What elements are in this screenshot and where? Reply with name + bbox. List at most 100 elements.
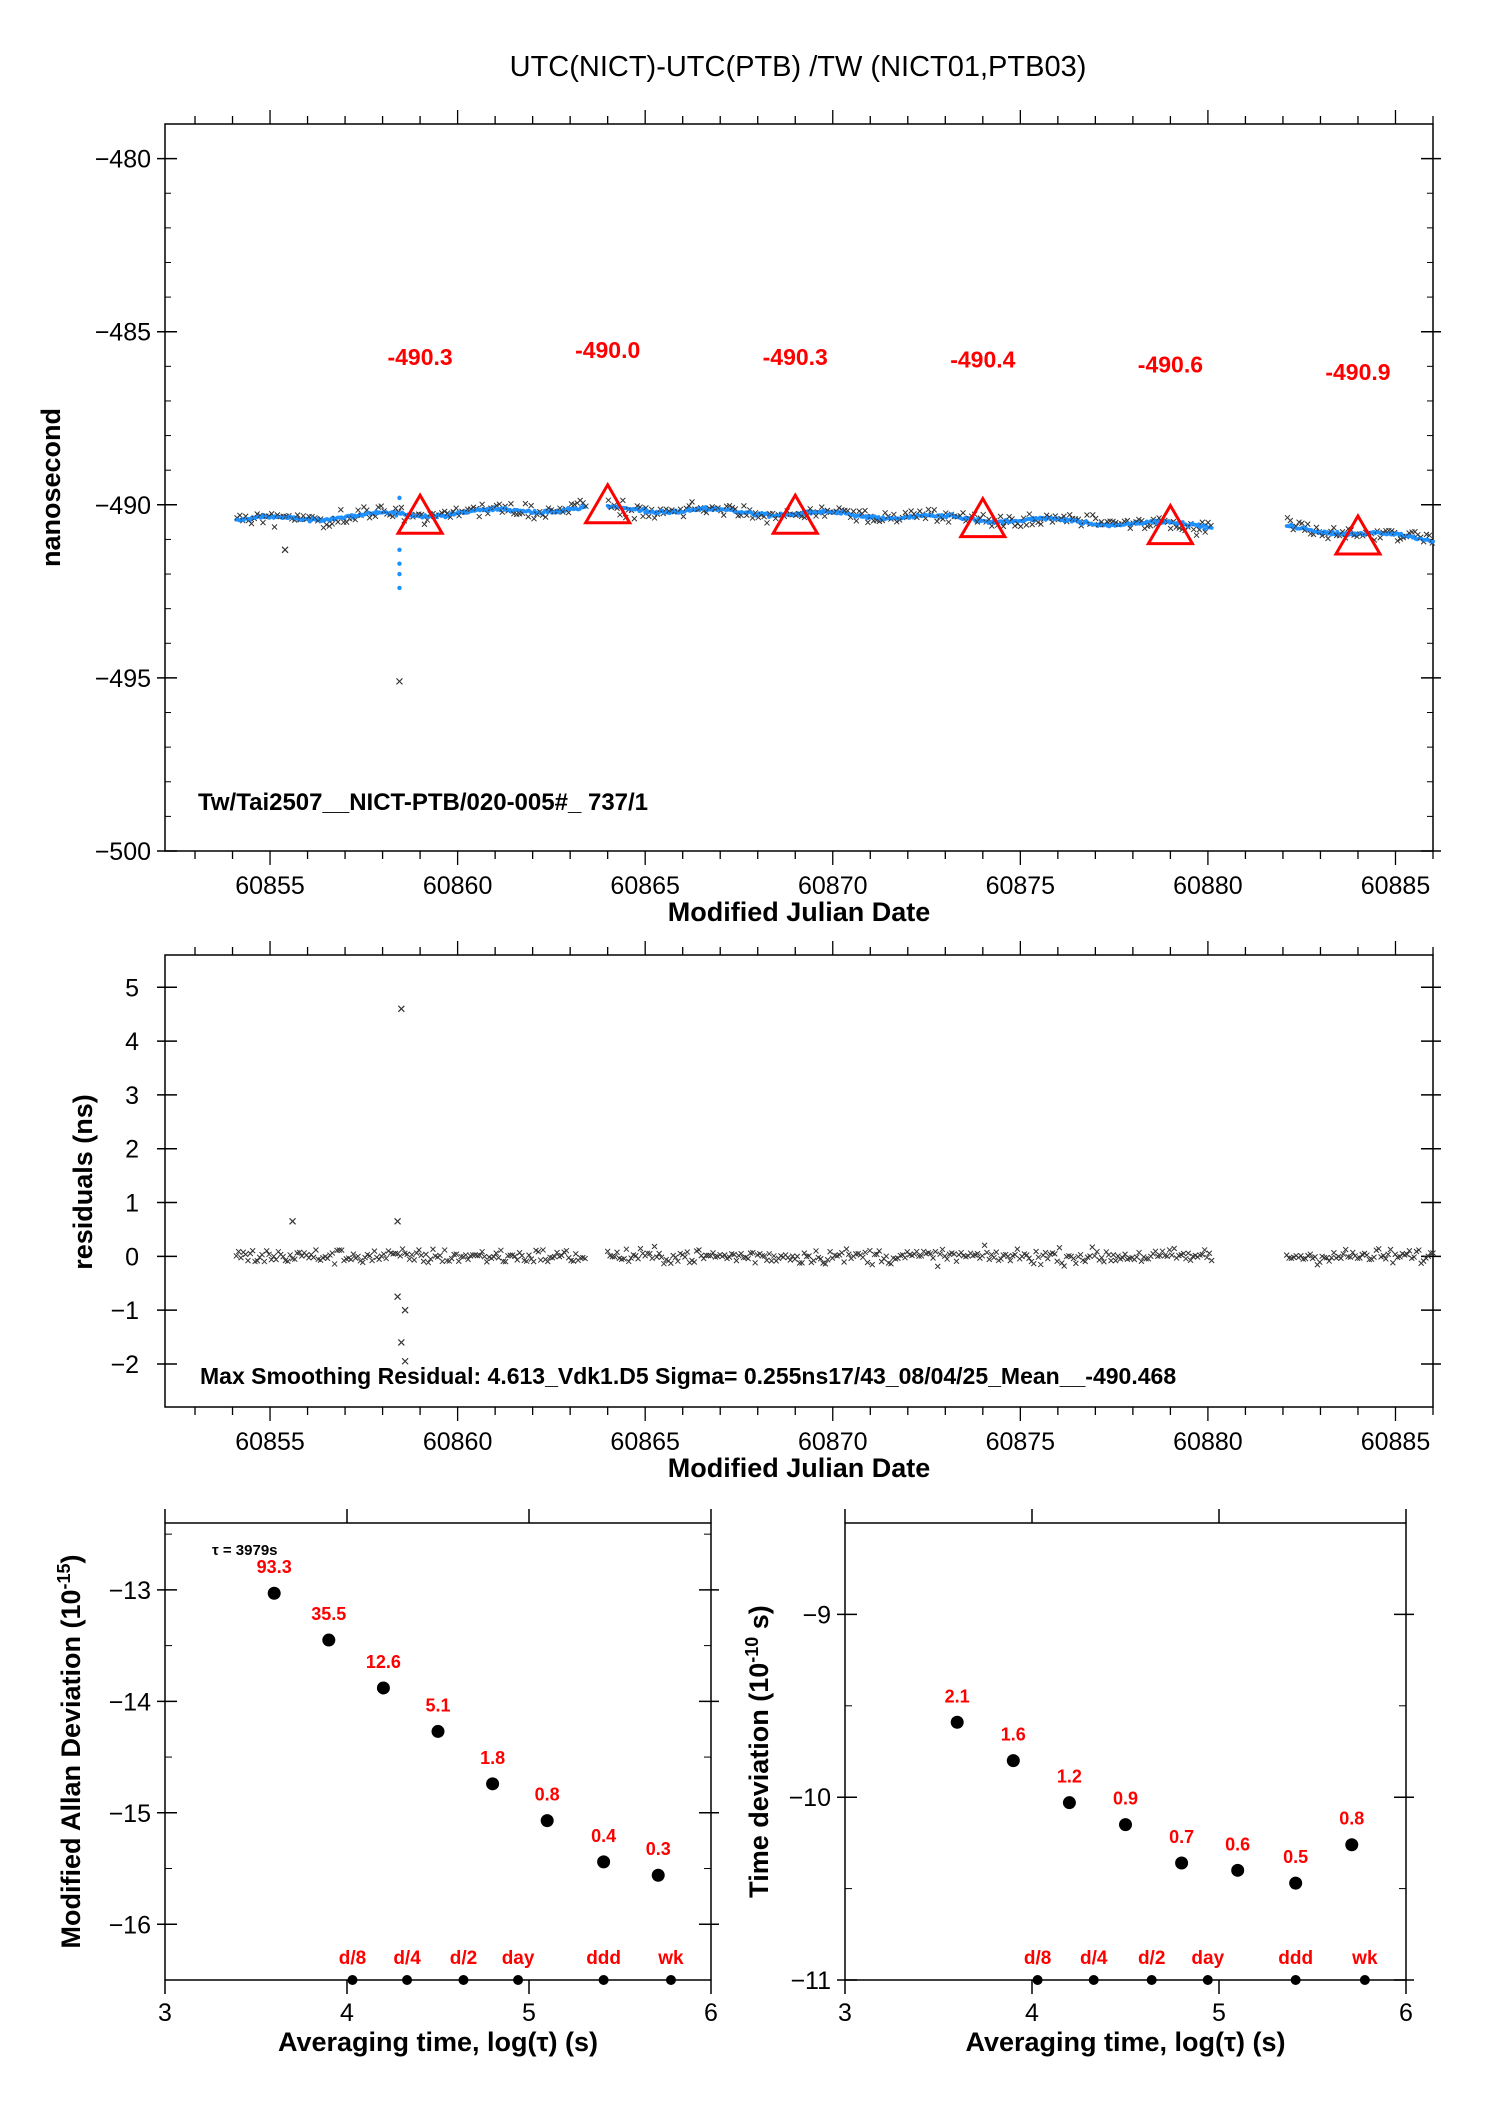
resid-point bbox=[268, 1256, 275, 1263]
main-raw-point bbox=[1167, 525, 1174, 532]
resid-point bbox=[430, 1246, 436, 1253]
resid-point bbox=[1371, 1254, 1377, 1261]
resid-point bbox=[794, 1253, 801, 1260]
resid-point bbox=[768, 1258, 775, 1264]
main-raw-point bbox=[1304, 521, 1311, 527]
main-mean-label: -490.3 bbox=[763, 344, 828, 370]
resid-point bbox=[1331, 1249, 1337, 1256]
main-raw-point bbox=[1089, 512, 1096, 518]
resid-point bbox=[397, 1252, 404, 1259]
main-raw-point bbox=[1035, 519, 1041, 526]
resid-point bbox=[726, 1254, 733, 1260]
resid-point bbox=[1406, 1247, 1413, 1254]
resid-point bbox=[495, 1254, 502, 1261]
resid-point bbox=[1133, 1254, 1140, 1260]
main-raw-point bbox=[865, 519, 871, 526]
residuals-plot: 5 4 3 2 1 0 −1 −2 60855 60860 60865 60870 60875 60880… bbox=[68, 941, 1441, 1483]
resid-point bbox=[249, 1247, 256, 1254]
main-smoothed-point bbox=[486, 509, 491, 514]
resid-point bbox=[1110, 1252, 1117, 1258]
resid-point bbox=[1030, 1260, 1037, 1267]
resid-point bbox=[423, 1251, 429, 1258]
resid-point bbox=[1204, 1254, 1210, 1261]
main-raw-point bbox=[1136, 516, 1142, 523]
resid-point bbox=[684, 1249, 691, 1255]
resid-point bbox=[1430, 1250, 1436, 1256]
resid-point bbox=[369, 1257, 375, 1264]
resid-point bbox=[371, 1248, 378, 1255]
main-mean-label: -490.6 bbox=[1138, 352, 1203, 378]
tdev-marker-label: ddd bbox=[1278, 1948, 1313, 1969]
resid-point bbox=[1415, 1247, 1422, 1253]
resid-point bbox=[439, 1258, 446, 1265]
resid-point bbox=[537, 1257, 544, 1263]
mdev-marker bbox=[513, 1975, 524, 1985]
mdev-point bbox=[376, 1681, 390, 1695]
resid-point bbox=[1427, 1249, 1434, 1256]
resid-point bbox=[1201, 1247, 1208, 1253]
mdev-point bbox=[597, 1855, 611, 1869]
resid-point bbox=[874, 1251, 880, 1258]
resid-point bbox=[1420, 1258, 1427, 1265]
main-raw-point bbox=[508, 500, 514, 507]
resid-ytick-label: 5 bbox=[125, 974, 139, 1002]
resid-outlier bbox=[289, 1217, 296, 1225]
resid-point bbox=[731, 1251, 737, 1258]
main-raw-point bbox=[1190, 526, 1197, 533]
resid-point bbox=[916, 1253, 922, 1259]
main-raw-point bbox=[689, 499, 695, 505]
main-raw-point bbox=[1026, 511, 1033, 517]
main-smoothed-outlier bbox=[397, 495, 402, 501]
tdev-marker-label: wk bbox=[1351, 1948, 1378, 1969]
main-raw-point bbox=[389, 513, 396, 520]
resid-point bbox=[455, 1258, 462, 1265]
resid-point bbox=[254, 1257, 261, 1264]
main-raw-outlier bbox=[281, 546, 289, 554]
resid-point bbox=[1056, 1244, 1063, 1251]
tdev-point bbox=[1289, 1876, 1303, 1890]
resid-point bbox=[759, 1253, 766, 1259]
resid-point bbox=[761, 1253, 768, 1259]
resid-point bbox=[483, 1259, 490, 1265]
mdev-point bbox=[431, 1724, 445, 1738]
main-raw-point bbox=[294, 512, 301, 518]
resid-point bbox=[827, 1248, 833, 1255]
resid-point bbox=[235, 1248, 242, 1255]
main-raw-point bbox=[902, 509, 909, 516]
main-xtick-label: 60865 bbox=[610, 872, 680, 900]
resid-xtick-label: 60860 bbox=[423, 1428, 493, 1456]
main-smoothed-point bbox=[1153, 518, 1158, 523]
resid-point bbox=[1005, 1253, 1011, 1260]
main-raw-point bbox=[496, 501, 503, 508]
resid-point bbox=[481, 1253, 488, 1260]
resid-point bbox=[668, 1260, 674, 1267]
tdev-ytick-label: −11 bbox=[790, 1967, 831, 1995]
resid-point bbox=[1119, 1254, 1126, 1261]
main-raw-point bbox=[1127, 525, 1134, 532]
resid-point bbox=[813, 1248, 819, 1254]
resid-point bbox=[1105, 1252, 1112, 1258]
tdev-ytick-label: −10 bbox=[789, 1784, 831, 1812]
tdev-xtick-label: 6 bbox=[1399, 1999, 1413, 2027]
main-raw-point bbox=[836, 505, 842, 511]
resid-point bbox=[1098, 1254, 1105, 1261]
resid-point bbox=[1054, 1258, 1061, 1265]
resid-point bbox=[1380, 1252, 1387, 1259]
mdev-point-label: 35.5 bbox=[311, 1604, 346, 1624]
resid-point bbox=[535, 1248, 542, 1255]
resid-point bbox=[787, 1257, 794, 1263]
resid-point bbox=[883, 1253, 890, 1260]
mdev-point bbox=[651, 1868, 665, 1882]
main-raw-point bbox=[522, 500, 529, 507]
resid-point bbox=[324, 1255, 331, 1262]
resid-point bbox=[1297, 1252, 1304, 1259]
resid-point bbox=[991, 1254, 997, 1261]
resid-point bbox=[1082, 1258, 1089, 1265]
resid-point bbox=[721, 1252, 728, 1258]
tdev-point bbox=[1345, 1838, 1359, 1852]
tdev-point-label: 2.1 bbox=[945, 1686, 970, 1706]
resid-point bbox=[554, 1249, 560, 1256]
resid-ytick-label: −1 bbox=[110, 1297, 139, 1325]
resid-point bbox=[1286, 1255, 1292, 1261]
resid-point bbox=[843, 1246, 850, 1252]
